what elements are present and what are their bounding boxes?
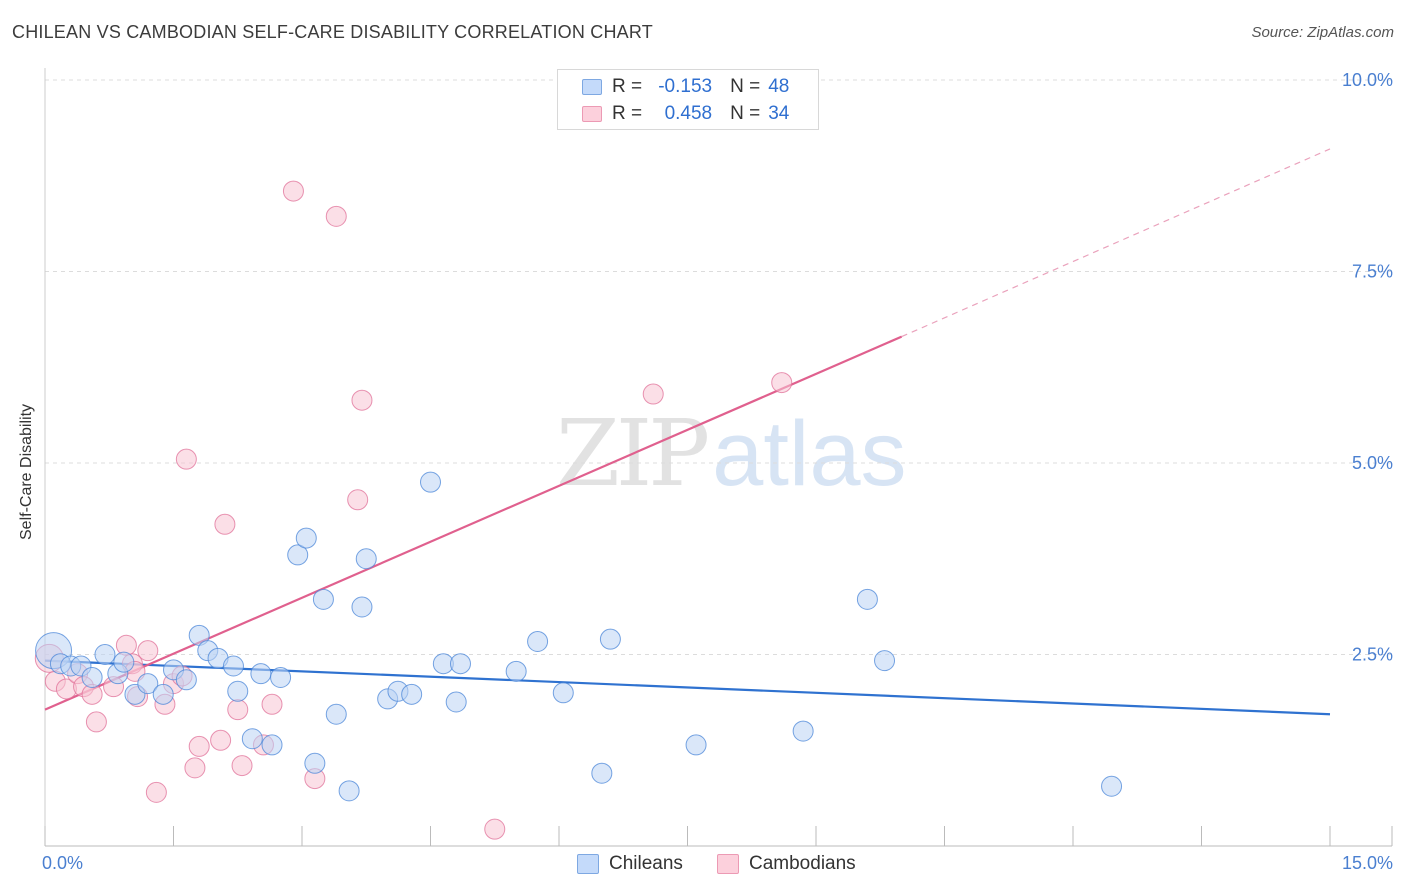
chilean-point [445,691,467,713]
legend-r-value-cambodians: 0.458 [664,103,713,124]
chart-title: CHILEAN VS CAMBODIAN SELF-CARE DISABILIT… [12,22,653,42]
correlation-legend: R = -0.153 N = 48 R = 0.458 N = 34 [557,69,819,130]
chilean-point [113,651,135,673]
x-tick-label: 0.0% [42,853,83,873]
chilean-point [222,655,244,677]
legend-n-value-chileans: 48 [768,76,790,97]
cambodian-point [175,448,197,470]
legend-n-label: N = [730,103,761,124]
chilean-point [152,683,174,705]
y-tick-label: 10.0% [1342,70,1393,90]
chilean-point [505,660,527,682]
cambodian-point [85,711,107,733]
y-tick-label: 7.5% [1352,262,1393,282]
grid-layer [45,79,1392,655]
chilean-point [312,588,334,610]
chilean-point [792,720,814,742]
chilean-point [175,669,197,691]
legend-swatch-cambodians [582,106,602,122]
bottom-legend-cambodians: Cambodians [717,852,856,876]
bottom-legend-chileans: Chileans [577,852,683,876]
chilean-point [401,683,423,705]
cambodian-point [214,513,236,535]
legend-r-label: R = [612,76,643,97]
chilean-point [338,780,360,802]
cambodian-point [210,729,232,751]
cambodian-point [137,640,159,662]
legend-row-chileans: R = -0.153 N = 48 [582,75,789,99]
trend-layer [44,148,1331,716]
cambodian-point [231,755,253,777]
cambodian-point [347,489,369,511]
chilean-point [241,728,263,750]
chilean-point [94,644,116,665]
axis-layer [44,68,1393,847]
chilean-point [137,673,159,695]
chilean-point [295,527,317,549]
cambodian-point [145,781,167,803]
chilean-point [856,588,878,610]
chilean-point [552,682,574,704]
legend-n-label: N = [730,76,761,97]
chilean-point [1101,775,1123,797]
chilean-point [420,471,441,493]
chilean-point [874,650,896,672]
chilean-point [599,628,621,650]
legend-n-value-cambodians: 34 [768,103,790,124]
tick-label-layer: 2.5% 5.0% 7.5% 10.0% 0.0% 15.0% [42,70,1393,873]
source-label: Source: ZipAtlas.com [1251,24,1394,41]
cambodian-point [771,372,793,394]
chilean-point [351,596,373,618]
legend-r-label: R = [612,103,643,124]
chilean-point [591,762,613,784]
y-tick-label: 2.5% [1352,645,1393,665]
legend-swatch-chileans [582,79,602,95]
x-tick-label: 15.0% [1342,853,1393,873]
bottom-legend-label-cambodians: Cambodians [749,853,856,874]
chilean-point [449,653,471,675]
cambodian-point [282,180,304,202]
chilean-point [685,734,707,756]
legend-r-value-chileans: -0.153 [658,76,713,97]
bottom-swatch-cambodians [717,854,739,874]
legend-row-cambodians: R = 0.458 N = 34 [582,102,789,126]
bottom-legend-label-chileans: Chileans [609,853,683,874]
y-tick-label: 5.0% [1352,453,1393,473]
cambodian-point [325,205,347,227]
cambodian-trend-line [44,335,903,711]
chilean-point [261,734,283,756]
cambodian-point [642,383,664,405]
chilean-point [325,703,347,725]
cambodian-point [184,757,206,779]
cambodian-point [351,389,373,411]
chilean-point [304,752,326,774]
cambodian-point [188,735,210,757]
cambodian-point [261,693,283,715]
chilean-point [527,630,549,652]
chilean-point [355,548,377,570]
cambodian-trend-extension [901,148,1331,338]
cambodian-point [227,699,249,721]
chilean-point [287,544,309,566]
bottom-swatch-chileans [577,854,599,874]
chilean-point [81,666,103,688]
points-layer [34,180,1123,840]
cambodian-point [484,818,506,840]
chilean-point [270,666,292,688]
chilean-point [227,680,249,702]
chilean-point [250,663,272,685]
